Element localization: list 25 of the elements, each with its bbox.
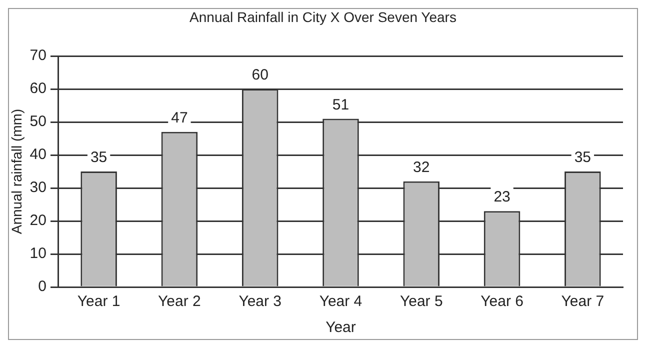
- x-tick-label: Year 2: [158, 293, 201, 310]
- y-tick-label: 10: [30, 245, 46, 262]
- data-label: 35: [90, 149, 108, 166]
- x-tick-label: Year 5: [400, 293, 443, 310]
- y-tick-label: 0: [38, 278, 46, 296]
- data-label: 60: [252, 66, 268, 84]
- x-tick-label: Year 3: [238, 293, 282, 310]
- y-tick-label: 30: [30, 179, 46, 196]
- data-label: 51: [332, 96, 350, 114]
- chart-title: Annual Rainfall in City X Over Seven Years: [188, 9, 458, 27]
- y-tick-label: 70: [30, 47, 46, 64]
- x-tick-label: Year 6: [480, 293, 524, 310]
- data-label: 35: [574, 149, 592, 166]
- x-axis-title: Year: [326, 319, 356, 336]
- data-label: 32: [413, 159, 430, 176]
- y-axis-title: Annual rainfall (mm): [8, 108, 24, 234]
- data-label: 47: [171, 110, 188, 127]
- x-tick-label: Year 1: [77, 293, 120, 310]
- data-label: 23: [494, 188, 510, 206]
- x-tick-label: Year 7: [561, 293, 604, 310]
- y-tick-label: 40: [30, 146, 46, 164]
- x-tick-label: Year 4: [319, 293, 362, 310]
- y-tick-label: 50: [30, 113, 46, 130]
- y-tick-label: 20: [30, 212, 46, 230]
- y-tick-label: 60: [30, 80, 46, 98]
